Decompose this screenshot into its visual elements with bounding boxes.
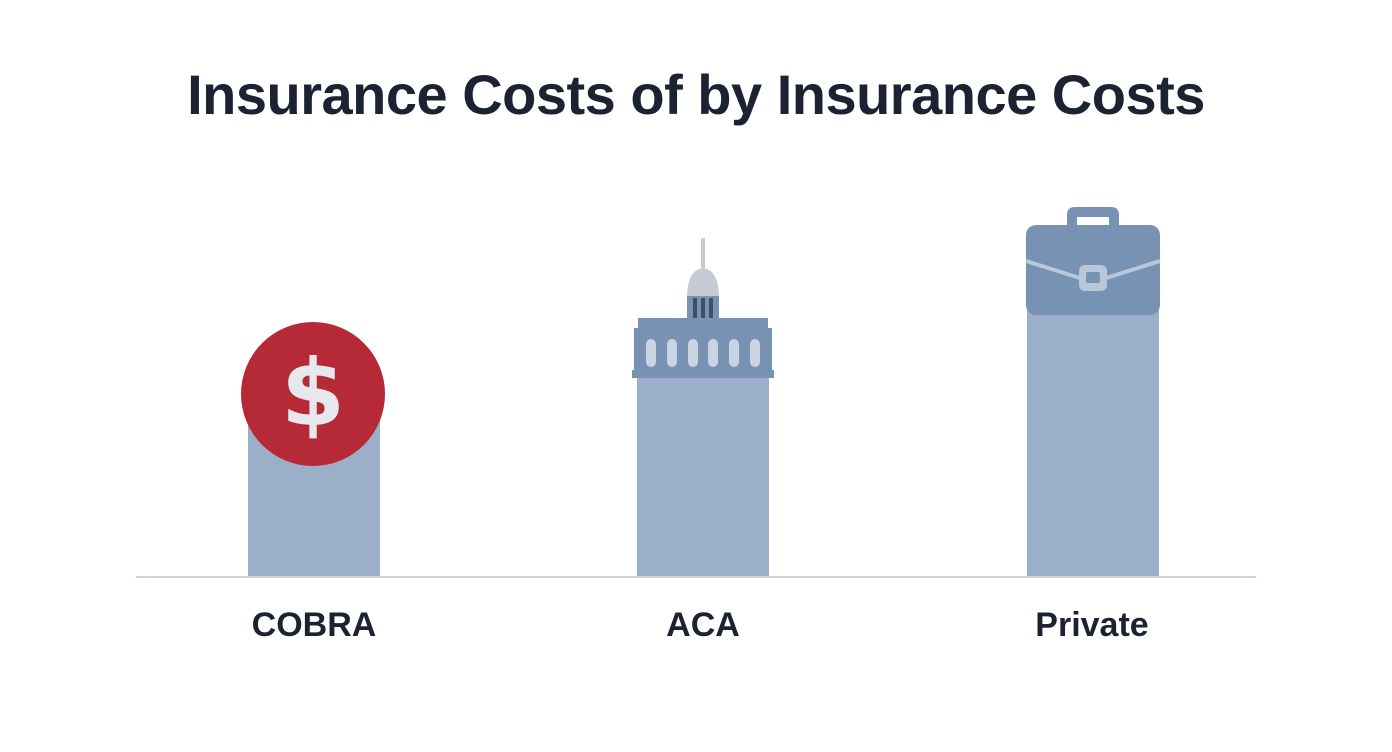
chart-title: Insurance Costs of by Insurance Costs [187,63,1205,126]
category-label-cobra: COBRA [251,606,377,644]
x-axis-baseline [136,576,1256,578]
capitol-building-icon [632,238,774,378]
category-label-aca: ACA [666,606,740,644]
bar-aca [637,378,769,576]
briefcase-icon [1025,207,1161,315]
bar-private [1027,310,1159,576]
dollar-coin-icon: $ [241,322,385,466]
svg-text:$: $ [281,340,345,447]
category-label-private: Private [1035,606,1149,644]
